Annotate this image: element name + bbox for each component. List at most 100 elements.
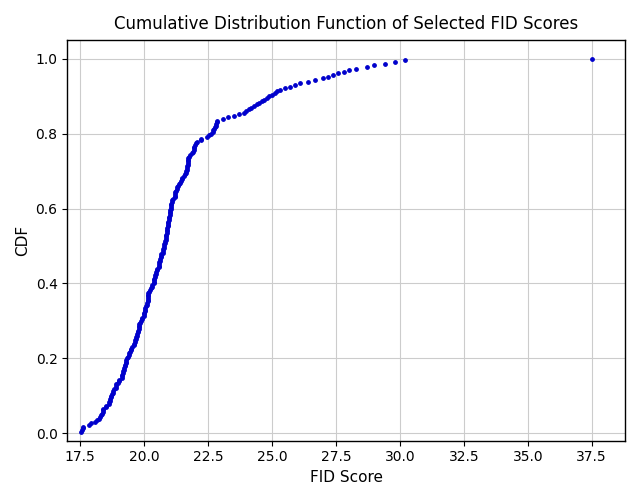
Point (223, 114, 234, 122)
Point (295, 79, 305, 87)
Point (97, 406, 108, 414)
Point (244, 106, 254, 114)
Point (183, 159, 193, 167)
Point (170, 192, 180, 200)
Point (189, 146, 199, 154)
Point (267, 90, 277, 98)
Point (196, 136, 206, 144)
Point (160, 239, 170, 247)
Point (104, 396, 115, 404)
Point (257, 97, 267, 105)
X-axis label: FID Score: FID Score (310, 470, 383, 485)
Point (184, 152, 194, 160)
Point (137, 314, 147, 322)
Point (162, 226, 172, 234)
Point (97, 408, 108, 416)
Point (150, 272, 161, 280)
Point (116, 374, 127, 382)
Point (122, 354, 132, 362)
Point (104, 400, 114, 408)
Point (168, 195, 178, 203)
Point (129, 342, 139, 349)
Point (127, 343, 137, 351)
Point (132, 328, 143, 336)
Point (280, 84, 290, 92)
Point (172, 185, 182, 193)
Point (183, 160, 193, 168)
Point (183, 154, 193, 162)
Point (138, 312, 148, 320)
Point (189, 142, 200, 150)
Point (130, 338, 140, 346)
Point (95, 413, 105, 421)
Point (101, 402, 111, 409)
Point (234, 110, 244, 118)
Point (98, 405, 108, 413)
Point (166, 202, 176, 209)
Point (125, 344, 136, 352)
Point (159, 240, 170, 248)
Point (174, 180, 184, 188)
Point (121, 356, 131, 364)
Point (165, 206, 175, 214)
Title: Cumulative Distribution Function of Selected FID Scores: Cumulative Distribution Function of Sele… (114, 15, 579, 33)
Point (158, 246, 168, 254)
Point (150, 270, 161, 278)
Point (163, 221, 173, 229)
Point (134, 320, 144, 328)
Point (156, 250, 166, 258)
Point (143, 292, 153, 300)
Point (163, 224, 173, 232)
Point (141, 302, 151, 310)
Point (212, 118, 222, 126)
Point (132, 332, 142, 340)
Point (145, 286, 155, 294)
Point (351, 64, 362, 72)
Point (166, 198, 177, 206)
Point (173, 182, 183, 190)
Point (109, 386, 120, 394)
Point (262, 94, 272, 102)
Point (303, 78, 313, 86)
Point (117, 372, 127, 380)
Point (285, 82, 295, 90)
Point (104, 398, 115, 406)
Point (154, 263, 164, 271)
Point (134, 318, 145, 326)
Point (170, 193, 180, 201)
Point (143, 289, 154, 297)
Point (164, 212, 175, 220)
Point (166, 200, 177, 207)
Y-axis label: CDF: CDF (15, 225, 30, 256)
Point (163, 219, 173, 227)
Point (188, 148, 198, 156)
Point (339, 68, 349, 76)
Point (161, 232, 172, 240)
Point (150, 273, 161, 281)
Point (93, 414, 104, 422)
Point (143, 296, 153, 304)
Point (131, 333, 141, 341)
Point (170, 190, 180, 198)
Point (134, 324, 144, 332)
Point (254, 99, 264, 107)
Point (189, 144, 199, 152)
Point (183, 156, 193, 164)
Point (76, 428, 86, 436)
Point (190, 141, 200, 149)
Point (155, 256, 165, 264)
Point (182, 166, 192, 173)
Point (133, 326, 143, 334)
Point (182, 162, 192, 170)
Point (124, 350, 134, 358)
Point (149, 274, 159, 282)
Point (84, 421, 94, 429)
Point (111, 380, 122, 388)
Point (162, 228, 172, 235)
Point (187, 149, 197, 157)
Point (143, 291, 154, 299)
Point (239, 108, 249, 116)
Point (164, 216, 174, 224)
Point (205, 130, 216, 138)
Point (160, 237, 170, 245)
